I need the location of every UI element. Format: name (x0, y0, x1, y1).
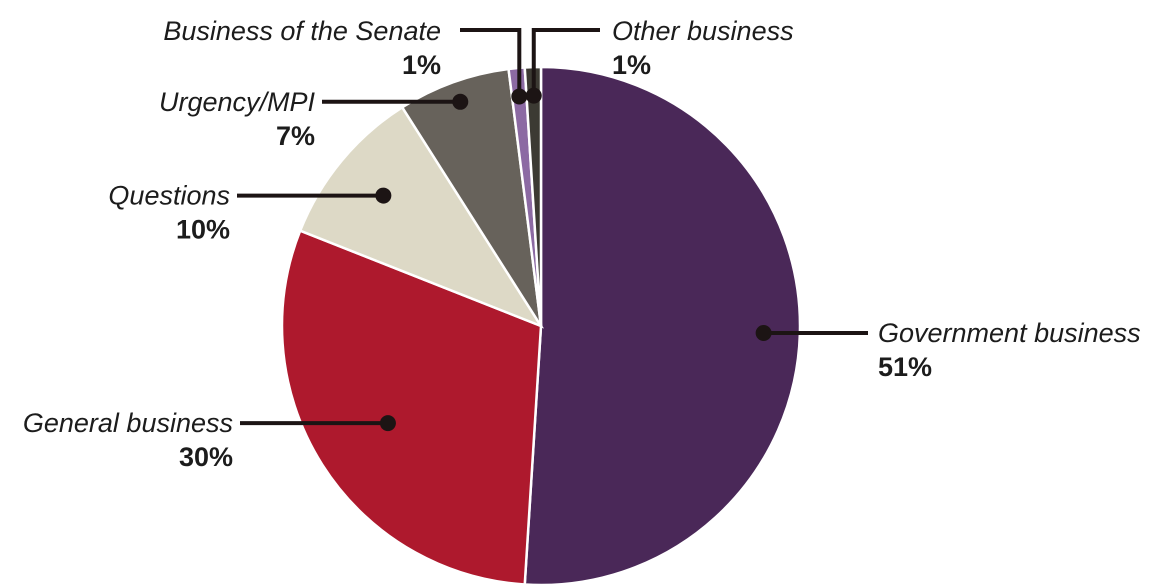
slice-value-business-of-the-senate: 1% (402, 50, 441, 80)
pie-slice-government-business (523, 65, 802, 584)
slice-value-questions: 10% (176, 215, 230, 245)
slice-value-government-business: 51% (878, 352, 932, 382)
slice-label-other-business: Other business (612, 16, 794, 46)
leader-dot-questions (375, 187, 392, 204)
pie-slice-questions (298, 105, 545, 329)
leader-dot-business-of-the-senate (511, 88, 528, 105)
leader-dot-other-business (525, 87, 542, 104)
leader-dot-urgency-mpi (452, 93, 469, 110)
leader-dot-government-business (755, 324, 772, 341)
slice-value-urgency-mpi: 7% (276, 121, 315, 151)
slice-label-general-business: General business (23, 408, 233, 438)
pie-slices (280, 65, 802, 584)
slice-label-questions: Questions (108, 181, 230, 211)
leader-line-business-of-the-senate (460, 28, 522, 97)
slice-label-urgency-mpi: Urgency/MPI (159, 87, 316, 117)
slice-label-business-of-the-senate: Business of the Senate (163, 16, 441, 46)
pie-callouts: Government business 51% General business 30… (23, 16, 1141, 472)
slice-value-other-business: 1% (612, 50, 651, 80)
slice-value-general-business: 30% (179, 442, 233, 472)
leader-line-other-business (531, 28, 600, 96)
leader-dot-general-business (379, 415, 396, 432)
pie-slice-urgency-mpi (400, 67, 543, 327)
slice-label-government-business: Government business (878, 318, 1141, 348)
pie-slice-general-business (280, 229, 543, 584)
